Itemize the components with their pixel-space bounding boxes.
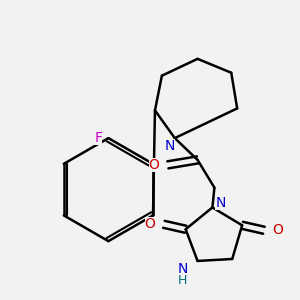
Text: N: N: [215, 196, 226, 209]
Text: N: N: [178, 262, 188, 276]
Text: O: O: [272, 223, 283, 237]
Text: O: O: [145, 217, 155, 231]
Text: F: F: [94, 131, 103, 145]
Text: N: N: [165, 139, 175, 153]
Text: H: H: [178, 274, 188, 287]
Text: O: O: [148, 158, 159, 172]
